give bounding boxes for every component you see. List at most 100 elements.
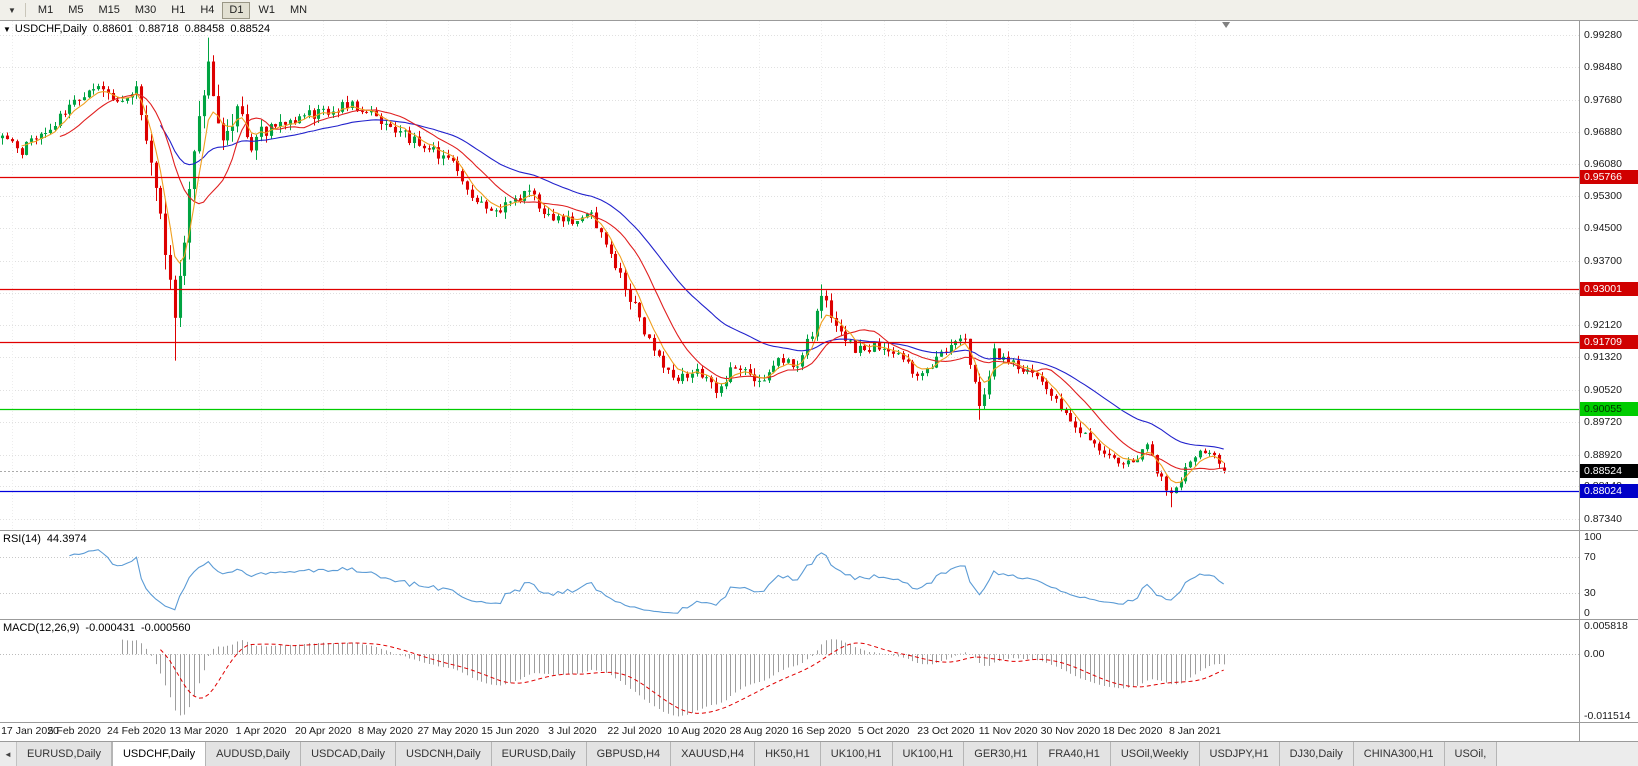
- chart-tab-usoil-[interactable]: USOil,: [1444, 742, 1498, 766]
- date-axis-label: 13 Mar 2020: [169, 725, 229, 737]
- rsi-plot[interactable]: RSI(14) 44.3974: [0, 531, 1580, 619]
- price-pane: ▼ USDCHF,Daily 0.88601 0.88718 0.88458 0…: [0, 21, 1638, 531]
- rsi-axis-label: 70: [1584, 551, 1596, 564]
- price-axis-label: 0.98480: [1584, 61, 1622, 74]
- chart-tab-xauusd-h4[interactable]: XAUUSD,H4: [671, 742, 756, 766]
- date-axis-label: 30 Nov 2020: [1040, 725, 1101, 737]
- timeframe-button-w1[interactable]: W1: [251, 2, 282, 19]
- chart-tab-eurusd-daily[interactable]: EURUSD,Daily: [17, 742, 112, 766]
- macd-pane: MACD(12,26,9) -0.000431 -0.000560 0.0058…: [0, 620, 1638, 723]
- timeframe-button-h1[interactable]: H1: [164, 2, 192, 19]
- price-level-badge: 0.88024: [1580, 483, 1638, 498]
- price-axis-label: 0.87340: [1584, 512, 1622, 525]
- legend-close: 0.88524: [230, 23, 271, 35]
- date-axis-label: 3 Jul 2020: [548, 725, 597, 737]
- macd-axis-label: 0.00: [1584, 648, 1605, 661]
- macd-axis-label: -0.011514: [1584, 710, 1631, 722]
- rsi-axis-label: 0: [1584, 607, 1590, 619]
- date-axis-label: 11 Nov 2020: [978, 725, 1038, 737]
- legend-symbol: USDCHF,Daily: [14, 23, 88, 35]
- date-axis-label: 17 Jan 2020: [1, 725, 59, 737]
- macd-chart-canvas[interactable]: [0, 620, 1580, 722]
- date-axis-label: 24 Feb 2020: [107, 725, 166, 737]
- chart-tab-usdcnh-daily[interactable]: USDCNH,Daily: [396, 742, 492, 766]
- chart-tab-ger30-h1[interactable]: GER30,H1: [964, 742, 1039, 766]
- date-axis-label: 20 Apr 2020: [294, 725, 352, 737]
- macd-plot[interactable]: MACD(12,26,9) -0.000431 -0.000560: [0, 620, 1580, 722]
- macd-axis[interactable]: 0.005818 0.00 -0.011514: [1579, 620, 1638, 722]
- rsi-pane: RSI(14) 44.3974 100 70 30 0: [0, 531, 1638, 620]
- rsi-axis-label: 100: [1584, 531, 1602, 543]
- rsi-axis[interactable]: 100 70 30 0: [1579, 531, 1638, 619]
- price-axis-label: 0.96880: [1584, 126, 1622, 139]
- price-axis-label: 0.93700: [1584, 254, 1622, 267]
- timeframe-button-m30[interactable]: M30: [128, 2, 163, 19]
- chart-tab-usoil-weekly[interactable]: USOil,Weekly: [1110, 742, 1200, 766]
- price-axis-label: 0.94500: [1584, 222, 1622, 235]
- timeframe-button-h4[interactable]: H4: [193, 2, 221, 19]
- timeframe-buttons: M1 M5 M15 M30 H1 H4 D1 W1 MN: [31, 1, 314, 19]
- price-level-badge: 0.95766: [1580, 170, 1638, 185]
- chart-tab-bar: ◄ EURUSD,Daily USDCHF,Daily AUDUSD,Daily US…: [0, 741, 1638, 766]
- date-axis[interactable]: 17 Jan 2020 5 Feb 2020 24 Feb 2020 13 Mar 2…: [0, 723, 1638, 741]
- chart-tab-usdjpy-h1[interactable]: USDJPY,H1: [1199, 742, 1280, 766]
- timeframe-button-m1[interactable]: M1: [31, 2, 60, 19]
- timeframe-button-mn[interactable]: MN: [283, 2, 314, 19]
- legend-open: 0.88601: [93, 23, 133, 35]
- legend-high: 0.88718: [138, 23, 179, 35]
- date-axis-label: 22 Jul 2020: [607, 725, 662, 737]
- chart-dropdown-icon[interactable]: ▼: [8, 5, 16, 15]
- date-axis-label: 8 May 2020: [358, 725, 413, 737]
- price-axis-label: 0.89720: [1584, 416, 1622, 429]
- macd-axis-label: 0.005818: [1584, 620, 1628, 632]
- chart-tab-hk50-h1[interactable]: HK50,H1: [755, 742, 821, 766]
- current-price-badge: 0.88524: [1580, 463, 1638, 478]
- tab-scroll-left-icon[interactable]: ◄: [0, 742, 17, 766]
- chart-tab-gbpusd-h4[interactable]: GBPUSD,H4: [586, 742, 672, 766]
- legend-collapse-icon[interactable]: ▼: [3, 24, 11, 34]
- rsi-chart-canvas[interactable]: [0, 531, 1580, 619]
- timeframe-button-m15[interactable]: M15: [91, 2, 126, 19]
- rsi-legend-name: RSI(14): [3, 533, 41, 545]
- date-axis-label: 10 Aug 2020: [667, 725, 727, 737]
- macd-legend-signal: -0.000560: [140, 622, 191, 634]
- price-axis-label: 0.95300: [1584, 190, 1622, 203]
- price-chart-canvas[interactable]: [0, 21, 1580, 530]
- chart-tab-eurusd-daily[interactable]: EURUSD,Daily: [491, 742, 587, 766]
- timeframe-button-m5[interactable]: M5: [61, 2, 90, 19]
- chart-tab-china300-h1[interactable]: CHINA300,H1: [1353, 742, 1445, 766]
- date-axis-label: 16 Sep 2020: [791, 725, 852, 737]
- date-axis-corner: [1579, 723, 1638, 741]
- price-level-badge: 0.90055: [1580, 401, 1638, 416]
- price-plot[interactable]: ▼ USDCHF,Daily 0.88601 0.88718 0.88458 0…: [0, 21, 1580, 530]
- chart-tab-usdchf-daily[interactable]: USDCHF,Daily: [111, 742, 207, 766]
- rsi-legend: RSI(14) 44.3974: [3, 533, 87, 545]
- date-axis-label: 8 Jan 2021: [1168, 725, 1221, 737]
- toolbar-separator: [24, 3, 26, 17]
- macd-legend-name: MACD(12,26,9): [3, 622, 80, 634]
- chart-tab-dj30-daily[interactable]: DJ30,Daily: [1279, 742, 1354, 766]
- price-axis-label: 0.97680: [1584, 93, 1622, 106]
- chart-tab-fra40-h1[interactable]: FRA40,H1: [1038, 742, 1111, 766]
- price-axis[interactable]: 0.99280 0.98480 0.97680 0.96880 0.96080 0.953…: [1579, 21, 1638, 530]
- chart-tabs: EURUSD,Daily USDCHF,Daily AUDUSD,Daily USDC…: [17, 742, 1638, 766]
- price-level-badge: 0.93001: [1580, 282, 1638, 297]
- date-axis-label: 5 Oct 2020: [857, 725, 910, 737]
- chart-tab-uk100-h1[interactable]: UK100,H1: [820, 742, 893, 766]
- chart-legend: ▼ USDCHF,Daily 0.88601 0.88718 0.88458 0…: [3, 23, 270, 35]
- price-axis-label: 0.92120: [1584, 318, 1622, 331]
- chart-tab-usdcad-daily[interactable]: USDCAD,Daily: [301, 742, 397, 766]
- chart-area: ▼ USDCHF,Daily 0.88601 0.88718 0.88458 0…: [0, 21, 1638, 741]
- macd-legend: MACD(12,26,9) -0.000431 -0.000560: [3, 622, 191, 634]
- price-axis-label: 0.99280: [1584, 28, 1622, 41]
- rsi-axis-label: 30: [1584, 586, 1596, 599]
- chart-tab-uk100-h1[interactable]: UK100,H1: [892, 742, 965, 766]
- date-axis-labels: 17 Jan 2020 5 Feb 2020 24 Feb 2020 13 Mar 2…: [0, 723, 1580, 741]
- timeframe-button-d1[interactable]: D1: [222, 1, 251, 19]
- date-axis-label: 23 Oct 2020: [917, 725, 975, 737]
- price-axis-label: 0.88920: [1584, 448, 1622, 461]
- timeframe-toolbar: ▼ M1 M5 M15 M30 H1 H4 D1 W1 MN: [0, 0, 1638, 21]
- chart-tab-audusd-daily[interactable]: AUDUSD,Daily: [206, 742, 302, 766]
- date-axis-label: 5 Feb 2020: [47, 725, 101, 737]
